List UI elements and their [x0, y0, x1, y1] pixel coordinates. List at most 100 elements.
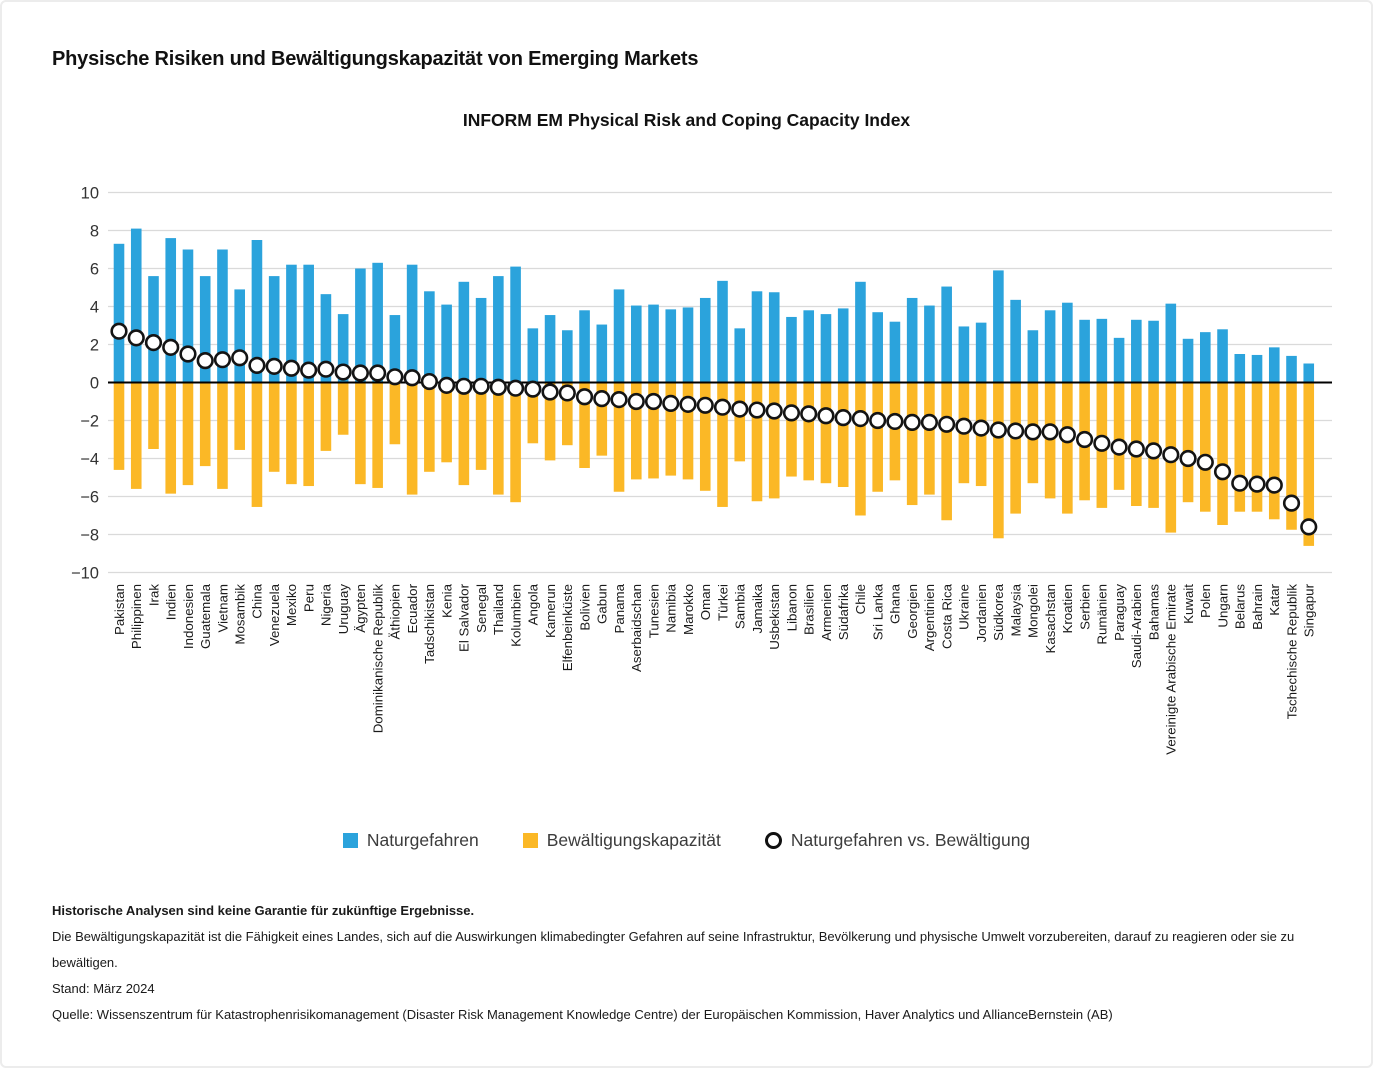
coping-bar: [803, 382, 815, 481]
net-marker: [903, 413, 921, 431]
net-marker: [920, 413, 939, 431]
risk-bar: [596, 324, 608, 383]
x-category-label: Marokko: [681, 584, 696, 635]
net-marker: [1110, 438, 1128, 456]
net-marker: [1075, 430, 1094, 449]
risk-bar: [1131, 319, 1142, 383]
net-marker: [662, 394, 680, 412]
risk-bar: [475, 297, 487, 383]
x-category-label: Dominikanische Republik: [370, 584, 385, 734]
risk-bar: [734, 328, 746, 383]
risk-bar: [1303, 363, 1315, 383]
net-marker: [1024, 423, 1042, 441]
x-category-label: Aserbaidschan: [629, 584, 644, 672]
risk-bar: [1251, 354, 1263, 383]
coping-bar: [544, 382, 556, 461]
net-marker: [472, 377, 490, 395]
risk-bar: [1079, 319, 1090, 383]
x-category-label: Pakistan: [112, 584, 127, 635]
x-category-label: Kenia: [439, 583, 454, 618]
net-marker: [438, 376, 456, 394]
coping-bar: [199, 382, 211, 467]
net-marker: [282, 359, 301, 377]
risk-bar: [630, 305, 642, 383]
coping-bar: [458, 382, 470, 486]
coping-bar: [1010, 382, 1021, 514]
risk-bar: [303, 264, 314, 383]
risk-bar: [544, 315, 556, 383]
y-tick-label: −2: [80, 413, 99, 431]
net-marker: [420, 372, 438, 391]
x-category-label: Äthiopien: [388, 584, 403, 639]
risk-bar: [441, 304, 452, 383]
risk-bar: [682, 307, 694, 383]
coping-bar: [562, 382, 573, 446]
net-marker: [972, 419, 990, 437]
x-category-label: Senegal: [474, 584, 489, 633]
x-category-label: Guatemala: [198, 583, 213, 649]
y-tick-label: 6: [90, 261, 99, 279]
net-marker: [1282, 494, 1301, 512]
x-category-label: Belarus: [1233, 584, 1248, 629]
net-marker: [851, 410, 870, 428]
risk-bar: [1027, 330, 1039, 383]
risk-bar: [993, 270, 1004, 383]
coping-bar: [906, 382, 918, 506]
net-marker: [179, 345, 197, 363]
net-marker: [403, 369, 421, 387]
coping-bar: [924, 382, 935, 495]
net-marker: [386, 368, 404, 386]
x-category-label: Saudi-Arabien: [1129, 584, 1144, 668]
x-category-label: Jamaika: [750, 583, 765, 633]
x-category-label: Angola: [526, 583, 541, 625]
x-category-label: Vietnam: [215, 584, 230, 633]
x-category-label: Costa Rica: [939, 583, 954, 649]
x-category-label: China: [250, 583, 265, 618]
risk-bar: [1268, 347, 1280, 383]
y-tick-label: 4: [90, 299, 99, 317]
x-category-label: Thailand: [491, 584, 506, 635]
risk-bar: [1062, 302, 1073, 383]
coping-bar: [1217, 382, 1228, 525]
net-marker: [989, 421, 1007, 439]
coping-bar: [613, 382, 625, 492]
net-marker: [506, 379, 525, 397]
net-marker: [886, 412, 904, 431]
coping-bar: [855, 382, 866, 516]
net-marker: [300, 361, 318, 379]
net-marker: [834, 409, 852, 427]
risk-bar: [699, 297, 711, 383]
coping-bar: [1182, 382, 1194, 503]
net-marker: [765, 402, 783, 420]
risk-bar: [148, 276, 159, 383]
net-marker: [1162, 446, 1180, 464]
x-category-label: Bahrain: [1250, 584, 1265, 630]
net-marker: [558, 384, 576, 402]
risk-bar: [855, 281, 866, 383]
risk-bar: [217, 249, 228, 383]
footnote-source: Quelle: Wissenszentrum für Katastrophenr…: [52, 1007, 1113, 1022]
x-category-label: Kasachstan: [1043, 584, 1058, 653]
coping-bar: [268, 382, 280, 472]
coping-bar: [1286, 382, 1297, 530]
net-marker: [213, 351, 232, 369]
y-tick-label: 8: [90, 223, 99, 241]
x-category-label: Ghana: [888, 583, 903, 624]
x-category-label: Türkei: [715, 584, 730, 621]
x-category-label: Tunesien: [646, 584, 661, 638]
coping-bar: [820, 382, 832, 484]
y-tick-label: −6: [80, 489, 99, 507]
x-category-label: Singapur: [1302, 583, 1317, 637]
risk-bar: [1286, 355, 1297, 383]
coping-bar: [1268, 382, 1280, 520]
risk-bar: [975, 322, 987, 383]
x-category-label: Tschechische Republik: [1284, 584, 1299, 720]
risk-bar: [906, 297, 918, 383]
risk-bar: [924, 305, 935, 383]
risk-bar: [493, 276, 504, 383]
net-marker: [1196, 453, 1214, 471]
x-category-label: Katar: [1267, 583, 1282, 615]
net-marker: [1127, 440, 1145, 458]
risk-bar: [786, 316, 797, 383]
footnotes: Historische Analysen sind keine Garantie…: [52, 898, 1329, 1028]
